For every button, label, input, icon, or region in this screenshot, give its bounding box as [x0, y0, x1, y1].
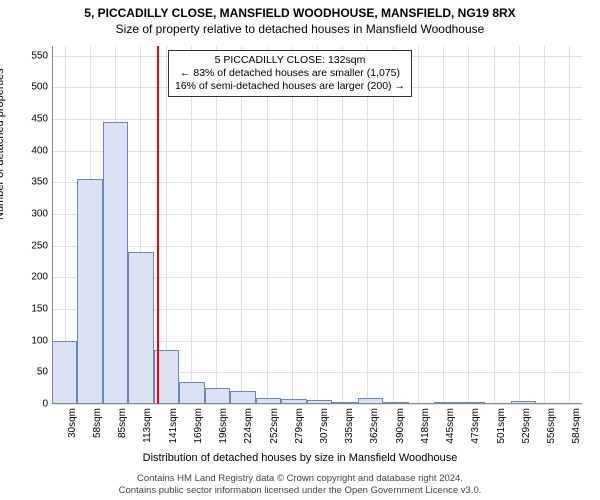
- x-tick-label: 224sqm: [243, 408, 254, 458]
- x-tick-label: 113sqm: [142, 408, 153, 458]
- reference-line: [157, 46, 159, 404]
- histogram-bar: [128, 252, 153, 404]
- y-tick-label: 450: [18, 113, 48, 124]
- gridline-v: [418, 46, 419, 404]
- gridline-v: [367, 46, 368, 404]
- x-tick-label: 30sqm: [67, 408, 78, 458]
- callout-line-1: 5 PICCADILLY CLOSE: 132sqm: [175, 54, 405, 67]
- gridline-v: [519, 46, 520, 404]
- gridline-h: [52, 404, 582, 405]
- y-tick-label: 350: [18, 177, 48, 188]
- y-tick-label: 550: [18, 50, 48, 61]
- gridline-v: [443, 46, 444, 404]
- y-tick-label: 100: [18, 335, 48, 346]
- x-tick-label: 279sqm: [294, 408, 305, 458]
- y-axis-line: [52, 46, 53, 404]
- y-tick-label: 200: [18, 272, 48, 283]
- gridline-v: [468, 46, 469, 404]
- plot-area: 05010015020025030035040045050055030sqm58…: [52, 46, 582, 404]
- y-tick-label: 250: [18, 240, 48, 251]
- x-tick-label: 473sqm: [470, 408, 481, 458]
- gridline-v: [317, 46, 318, 404]
- x-tick-label: 85sqm: [117, 408, 128, 458]
- histogram-bar: [52, 341, 77, 404]
- x-tick-label: 362sqm: [369, 408, 380, 458]
- histogram-bar: [179, 382, 204, 404]
- footer-line-2: Contains public sector information licen…: [0, 485, 600, 496]
- footer-line-1: Contains HM Land Registry data © Crown c…: [0, 473, 600, 484]
- x-tick-label: 335sqm: [344, 408, 355, 458]
- x-tick-label: 445sqm: [445, 408, 456, 458]
- gridline-v: [267, 46, 268, 404]
- x-tick-label: 501sqm: [496, 408, 507, 458]
- gridline-v: [241, 46, 242, 404]
- gridline-v: [292, 46, 293, 404]
- y-axis-label: Number of detached properties: [0, 68, 6, 220]
- chart-container: 5, PICCADILLY CLOSE, MANSFIELD WOODHOUSE…: [0, 0, 600, 500]
- y-tick-label: 150: [18, 303, 48, 314]
- gridline-v: [342, 46, 343, 404]
- callout-box: 5 PICCADILLY CLOSE: 132sqm ← 83% of deta…: [168, 50, 412, 97]
- gridline-v: [191, 46, 192, 404]
- gridline-v: [494, 46, 495, 404]
- x-tick-label: 141sqm: [168, 408, 179, 458]
- histogram-bar: [77, 179, 102, 404]
- x-tick-label: 390sqm: [395, 408, 406, 458]
- x-tick-label: 169sqm: [193, 408, 204, 458]
- x-tick-label: 307sqm: [319, 408, 330, 458]
- callout-line-2: ← 83% of detached houses are smaller (1,…: [175, 67, 405, 80]
- gridline-v: [393, 46, 394, 404]
- y-tick-label: 500: [18, 82, 48, 93]
- x-tick-label: 58sqm: [92, 408, 103, 458]
- y-tick-label: 50: [18, 367, 48, 378]
- callout-line-3: 16% of semi-detached houses are larger (…: [175, 80, 405, 93]
- x-tick-label: 252sqm: [269, 408, 280, 458]
- chart-subtitle: Size of property relative to detached ho…: [0, 20, 600, 36]
- y-tick-label: 0: [18, 399, 48, 410]
- footer: Contains HM Land Registry data © Crown c…: [0, 473, 600, 496]
- x-tick-label: 584sqm: [571, 408, 582, 458]
- x-tick-label: 196sqm: [218, 408, 229, 458]
- y-tick-label: 400: [18, 145, 48, 156]
- gridline-v: [216, 46, 217, 404]
- chart-title: 5, PICCADILLY CLOSE, MANSFIELD WOODHOUSE…: [0, 0, 600, 20]
- x-tick-label: 556sqm: [546, 408, 557, 458]
- histogram-bar: [103, 122, 128, 404]
- gridline-v: [569, 46, 570, 404]
- x-axis-label: Distribution of detached houses by size …: [0, 452, 600, 464]
- y-tick-label: 300: [18, 208, 48, 219]
- x-axis-line: [52, 403, 582, 404]
- gridline-v: [544, 46, 545, 404]
- x-tick-label: 529sqm: [521, 408, 532, 458]
- histogram-bar: [205, 388, 230, 404]
- x-tick-label: 418sqm: [420, 408, 431, 458]
